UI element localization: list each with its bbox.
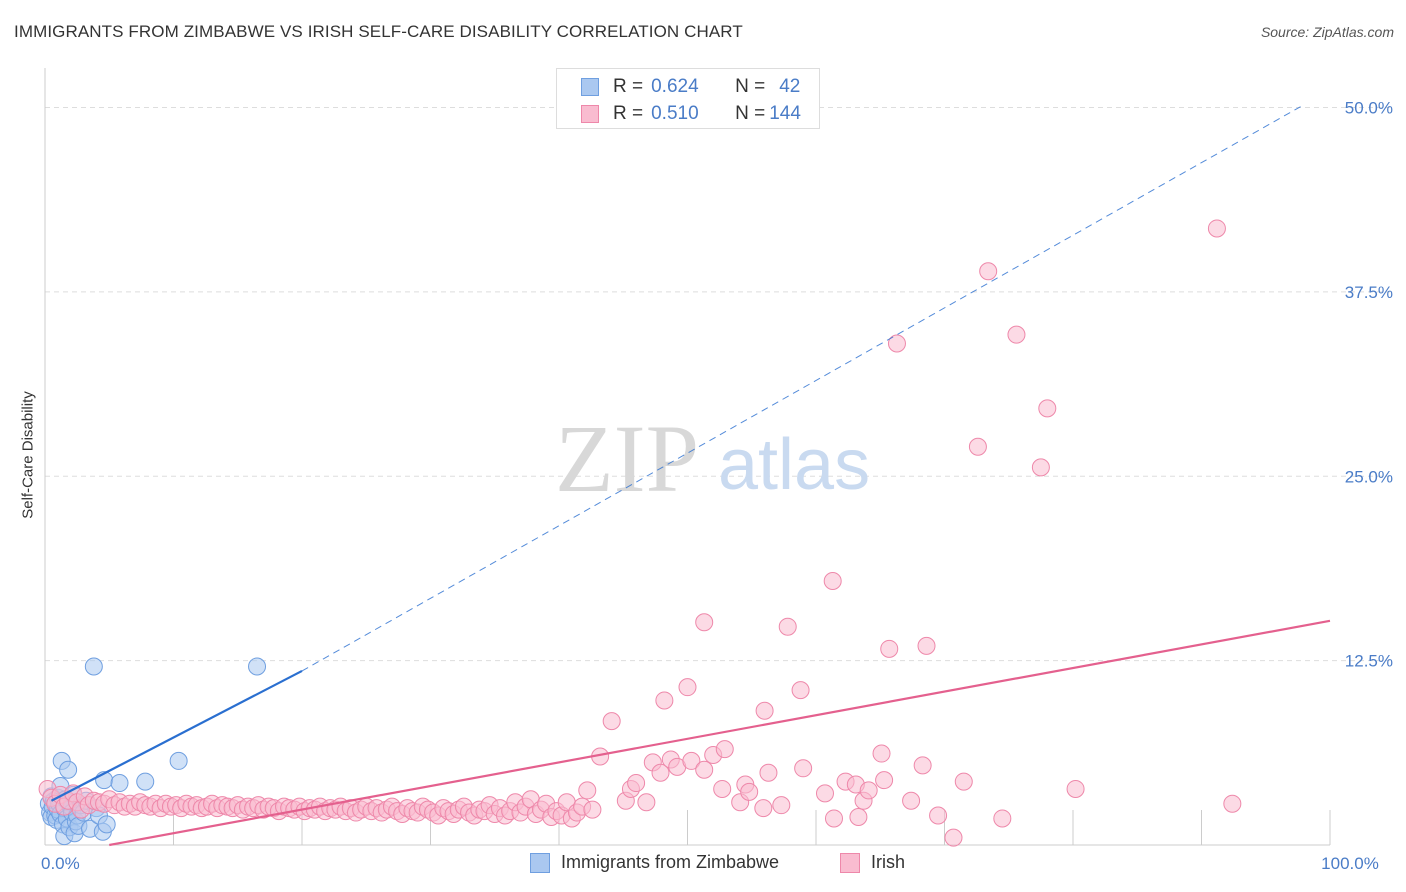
data-point: [755, 701, 774, 720]
data-point: [715, 740, 734, 759]
data-point: [887, 334, 906, 353]
bottom-legend-swatch-irish: [840, 852, 860, 873]
data-point: [1038, 399, 1057, 418]
legend-r-label: R =: [613, 76, 644, 97]
legend-swatch-zimbabwe: [581, 78, 599, 96]
data-point: [929, 806, 948, 825]
data-point: [1031, 458, 1050, 477]
legend-n-value: 144: [769, 103, 801, 124]
data-point: [772, 796, 791, 815]
data-point: [815, 784, 834, 803]
data-point: [627, 774, 646, 793]
y-tick-label: 37.5%: [1345, 283, 1393, 302]
data-point: [849, 807, 868, 826]
chart-title: IMMIGRANTS FROM ZIMBABWE VS IRISH SELF-C…: [14, 22, 743, 41]
correlation-legend: R = 0.624 N = 42 R = 0.510 N = 144: [556, 68, 820, 129]
y-tick-label: 50.0%: [1345, 99, 1393, 118]
gridlines: [45, 107, 1390, 662]
source-label: Source: ZipAtlas.com: [1260, 24, 1394, 40]
y-tick-label: 12.5%: [1345, 652, 1393, 671]
data-point: [944, 828, 963, 847]
data-point: [1207, 219, 1226, 238]
data-point: [740, 782, 759, 801]
legend-n-label: N =: [735, 76, 766, 97]
data-point: [169, 751, 188, 770]
data-point: [602, 712, 621, 731]
bottom-legend-zimbabwe: Immigrants from Zimbabwe: [530, 852, 779, 873]
data-point: [875, 771, 894, 790]
bottom-legend-swatch-zimbabwe: [530, 852, 550, 873]
legend-swatch-irish: [581, 105, 599, 123]
data-point: [651, 763, 670, 782]
x-tick-label: 100.0%: [1321, 854, 1379, 873]
data-point: [97, 815, 116, 834]
data-point: [872, 744, 891, 763]
trend-line: [109, 619, 1331, 847]
data-point: [917, 636, 936, 655]
data-point: [754, 799, 773, 818]
data-point: [1007, 325, 1026, 344]
data-point: [759, 763, 778, 782]
data-point: [1066, 779, 1085, 798]
data-point: [993, 809, 1012, 828]
trend-lines: [50, 104, 1331, 847]
legend-r-value: 0.510: [651, 103, 699, 124]
legend-n-label: N =: [735, 103, 766, 124]
data-point: [136, 772, 155, 791]
axes: [44, 68, 1331, 846]
data-point: [880, 639, 899, 658]
data-point: [655, 691, 674, 710]
legend-n-value: 42: [779, 76, 801, 97]
data-point: [859, 781, 878, 800]
data-point: [902, 791, 921, 810]
data-point: [913, 756, 932, 775]
data-point: [695, 613, 714, 632]
data-point: [682, 751, 701, 770]
data-point: [695, 760, 714, 779]
data-point: [979, 262, 998, 281]
data-point: [583, 800, 602, 819]
legend-r-label: R =: [613, 103, 644, 124]
x-tick-label: 0.0%: [41, 854, 80, 873]
data-point: [791, 681, 810, 700]
data-point: [578, 781, 597, 800]
trend-line-extension: [301, 104, 1305, 672]
data-point: [954, 772, 973, 791]
y-tick-label: 25.0%: [1345, 467, 1393, 486]
data-point: [823, 571, 842, 590]
data-point: [678, 678, 697, 697]
data-point: [84, 657, 103, 676]
trend-line: [50, 669, 303, 802]
data-point: [248, 657, 267, 676]
legend-row-zimbabwe: R = 0.624 N = 42: [581, 75, 800, 99]
bottom-legend-label-zimbabwe: Immigrants from Zimbabwe: [561, 852, 780, 872]
data-point: [794, 759, 813, 778]
tick-labels: 12.5% 25.0% 37.5% 50.0% 0.0% 100.0%: [41, 99, 1393, 874]
legend-r-value: 0.624: [651, 76, 699, 97]
data-point: [713, 779, 732, 798]
data-points: [38, 219, 1242, 847]
data-point: [110, 774, 129, 793]
legend-row-irish: R = 0.510 N = 144: [581, 102, 801, 126]
data-point: [1223, 794, 1242, 813]
data-point: [778, 617, 797, 636]
bottom-legend-irish: Irish: [840, 852, 905, 873]
bottom-legend-label-irish: Irish: [871, 852, 906, 872]
data-point: [637, 793, 656, 812]
data-point: [824, 809, 843, 828]
watermark-zip: ZIP: [555, 405, 699, 512]
data-point: [968, 437, 987, 456]
watermark-atlas: atlas: [718, 425, 870, 505]
data-point: [59, 760, 78, 779]
